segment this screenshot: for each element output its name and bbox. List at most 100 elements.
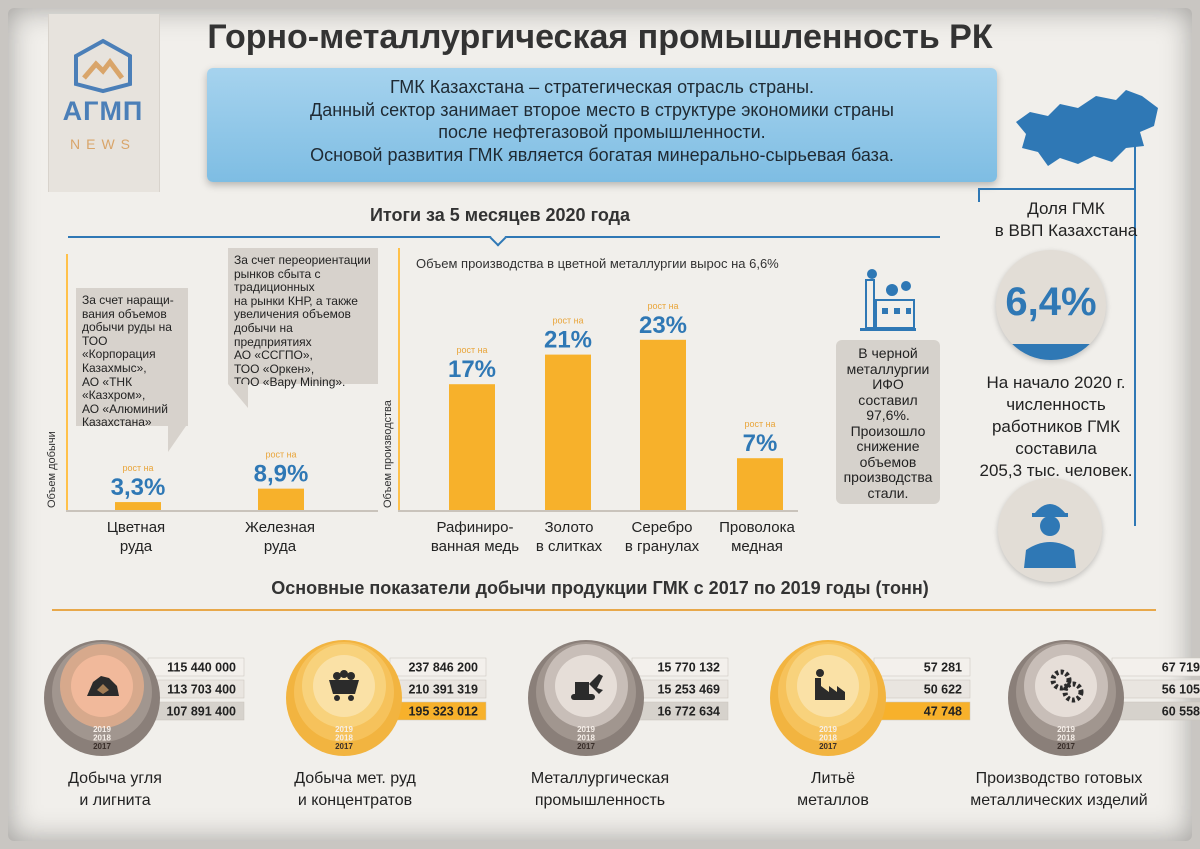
indicator-4-value-2: 60 558 <box>1162 705 1200 719</box>
metal-category-0: Рафиниро- ванная медь <box>430 519 520 555</box>
metal-category-1: Золото в слитках <box>535 519 603 555</box>
section2-title: Основные показатели добычи продукции ГМК… <box>271 578 929 598</box>
section2-divider <box>52 609 1156 611</box>
indicator-0-value-0: 115 440 000 <box>167 661 236 675</box>
indicator-0-year-2: 2017 <box>93 742 111 751</box>
indicator-3-year-1: 2018 <box>819 734 837 743</box>
indicator-label-0: Добыча угля и лигнита <box>68 770 162 809</box>
indicator-4-value-0: 67 719 <box>1162 661 1200 675</box>
metal-data-label-1: 21% <box>544 327 592 354</box>
metal-axis-y <box>398 248 400 512</box>
mountain-logo-icon <box>74 38 132 94</box>
indicator-4-value-1: 56 105 <box>1162 683 1200 697</box>
section1-title: Итоги за 5 месяцев 2020 года <box>369 205 631 225</box>
miner-worker-icon <box>1024 504 1076 568</box>
gdp-value: 6,4% <box>1005 280 1097 324</box>
ore-bar-note-0: рост на <box>122 463 153 473</box>
ore-category-0: Цветная руда <box>106 519 166 555</box>
ore-bar-0 <box>115 502 161 510</box>
gears-icon <box>1050 669 1084 703</box>
indicator-3-value-2: 47 748 <box>924 705 962 719</box>
metal-data-label-0: 17% <box>448 356 496 383</box>
indicator-4-year-0: 2019 <box>1057 725 1075 734</box>
indicator-label-2: Металлургическая промышленность <box>530 770 670 809</box>
black-metallurgy-line: В черной металлургии ИФО составил 97,6%.… <box>843 345 933 501</box>
steel-factory-icon <box>860 269 916 331</box>
metal-bar-3 <box>737 458 783 510</box>
metal-category-3: Проволока медная <box>719 519 795 555</box>
indicator-3-year-2: 2017 <box>819 742 837 751</box>
indicator-1-value-1: 210 391 319 <box>408 683 478 697</box>
metal-bar-note-1: рост на <box>552 316 583 326</box>
right-connector-tick <box>978 188 980 202</box>
ore-data-label-1: 8,9% <box>254 461 309 488</box>
ore-axis-x <box>66 510 378 512</box>
metal-category-2: Серебро в гранулах <box>624 519 700 555</box>
indicator-1: 237 846 200 210 391 319 195 323 012 2019 201… <box>286 640 487 756</box>
indicator-label-4: Производство готовых металлических издел… <box>970 770 1148 809</box>
ore-bar-note-1: рост на <box>265 450 296 460</box>
factory-icon <box>815 669 845 700</box>
intro-text: ГМК Казахстана – стратегическая отрасль … <box>310 77 894 165</box>
right-connector-line <box>1134 96 1136 526</box>
metal-data-label-3: 7% <box>743 430 778 457</box>
ore-data-label-0: 3,3% <box>111 474 166 501</box>
ore-axis-y <box>66 254 68 512</box>
logo-sub: NEWS <box>70 136 136 152</box>
metal-bar-note-0: рост на <box>456 345 487 355</box>
indicator-label-1: Добыча мет. руд и концентратов <box>294 770 416 809</box>
right-connector-top <box>978 188 1136 190</box>
page-title: Горно-металлургическая промышленность РК <box>207 18 993 56</box>
indicator-3-value-0: 57 281 <box>924 661 962 675</box>
indicator-0-year-0: 2019 <box>93 725 111 734</box>
metal-bar-note-3: рост на <box>744 419 775 429</box>
metal-bar-1 <box>545 354 591 510</box>
iron-callout: За счет переориентации рынков сбыта с тр… <box>228 248 378 389</box>
indicator-0-value-1: 113 703 400 <box>167 683 236 697</box>
black-metallurgy-text: В черной металлургии ИФО составил 97,6%.… <box>836 345 940 501</box>
ore-category-1: Железная руда <box>245 519 315 555</box>
indicator-1-value-0: 237 846 200 <box>408 661 478 675</box>
metal-data-label-2: 23% <box>639 312 687 339</box>
ore-bar-1 <box>258 488 304 510</box>
indicator-0-value-2: 107 891 400 <box>166 705 236 719</box>
indicator-4-year-2: 2017 <box>1057 742 1075 751</box>
indicator-1-value-2: 195 323 012 <box>408 705 478 719</box>
indicator-1-year-2: 2017 <box>335 742 353 751</box>
indicator-4-year-1: 2018 <box>1057 734 1075 743</box>
metal-bar-2 <box>640 339 686 510</box>
indicator-2-value-2: 16 772 634 <box>657 705 720 719</box>
black-metallurgy-panel <box>836 340 940 504</box>
metal-axis-x <box>398 510 798 512</box>
ore-cart-icon <box>329 670 359 701</box>
indicator-2: 15 770 132 15 253 469 16 772 634 2019201820… <box>528 640 729 756</box>
indicator-1-year-0: 2019 <box>335 725 353 734</box>
indicator-2-value-1: 15 253 469 <box>657 683 720 697</box>
indicator-0-year-1: 2018 <box>93 734 111 743</box>
kazakhstan-map-icon <box>1016 90 1158 166</box>
metal-bar-0 <box>449 384 495 510</box>
workers-text: На начало 2020 г. численность работников… <box>979 373 1133 480</box>
coal-icon <box>87 676 119 696</box>
intro-banner <box>207 68 997 182</box>
gdp-circle <box>996 250 1106 360</box>
indicator-2-year-1: 2018 <box>577 734 595 743</box>
iron-callout-tail <box>228 384 248 408</box>
indicator-3-value-1: 50 622 <box>924 683 962 697</box>
indicator-2-year-2: 2017 <box>577 742 595 751</box>
logo-name: АГМП <box>62 96 144 126</box>
metal-chart-title: Объем производства в цветной металлургии… <box>416 256 779 271</box>
excavator-icon <box>571 674 603 700</box>
ore-callout-tail <box>168 426 186 452</box>
indicator-3-year-0: 2019 <box>819 725 837 734</box>
metal-bar-note-2: рост на <box>647 301 678 311</box>
indicator-3-core <box>797 655 859 717</box>
gdp-label: Доля ГМК в ВВП Казахстана <box>994 199 1138 240</box>
